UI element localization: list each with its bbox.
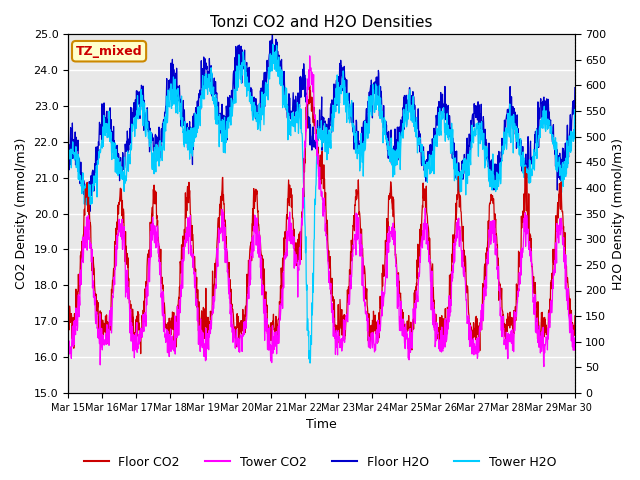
Y-axis label: CO2 Density (mmol/m3): CO2 Density (mmol/m3) — [15, 138, 28, 289]
Y-axis label: H2O Density (mmol/m3): H2O Density (mmol/m3) — [612, 138, 625, 289]
Text: TZ_mixed: TZ_mixed — [76, 45, 142, 58]
Legend: Floor CO2, Tower CO2, Floor H2O, Tower H2O: Floor CO2, Tower CO2, Floor H2O, Tower H… — [79, 451, 561, 474]
X-axis label: Time: Time — [306, 419, 337, 432]
Title: Tonzi CO2 and H2O Densities: Tonzi CO2 and H2O Densities — [211, 15, 433, 30]
